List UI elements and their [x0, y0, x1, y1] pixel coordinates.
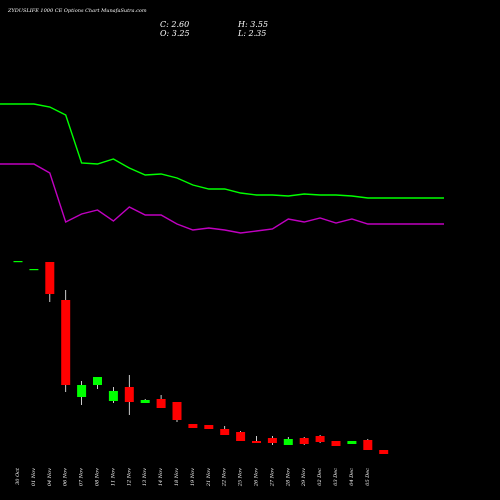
x-tick-label: 22 Nov — [222, 468, 228, 487]
candle — [172, 402, 182, 422]
candle — [379, 450, 389, 454]
candle-body — [252, 441, 261, 443]
candle-body — [204, 425, 214, 429]
candle-body — [140, 400, 150, 403]
candle-body — [77, 385, 87, 397]
candle — [267, 436, 277, 445]
x-tick-label: 04 Nov — [47, 468, 53, 486]
candle — [29, 269, 39, 271]
candle-body — [315, 436, 325, 442]
candle-body — [93, 377, 102, 385]
upper-band-line — [0, 103, 444, 199]
x-tick-label: 27 Nov — [269, 468, 275, 487]
candle-body — [29, 269, 39, 271]
x-tick-label: 07 Nov — [79, 468, 85, 486]
candle — [220, 426, 230, 435]
candles-layer — [13, 261, 389, 454]
candle-body — [13, 261, 23, 263]
x-tick-label: 05 Dec — [365, 468, 371, 486]
candle — [236, 431, 246, 441]
open-value: O: 3.25 — [160, 29, 190, 38]
candle-body — [299, 438, 309, 444]
x-tick-label: 03 Dec — [333, 468, 339, 486]
x-tick-label: 02 Dec — [317, 468, 323, 486]
bands-layer — [0, 103, 444, 234]
candle-body — [267, 438, 277, 443]
lower-band-line — [0, 163, 444, 234]
candle — [252, 436, 261, 443]
candle — [45, 262, 55, 302]
x-tick-label: 13 Nov — [142, 468, 148, 486]
x-tick-label: 08 Nov — [95, 468, 101, 486]
x-tick-label: 06 Nov — [63, 468, 69, 486]
x-tick-label: 14 Nov — [158, 468, 164, 486]
x-tick-label: 18 Nov — [174, 468, 180, 486]
candle — [299, 437, 309, 445]
candle — [140, 399, 150, 403]
candle — [61, 290, 71, 392]
candle — [331, 441, 341, 446]
x-tick-label: 21 Nov — [206, 468, 212, 487]
candle-body — [236, 432, 246, 441]
x-tick-label: 29 Nov — [301, 468, 307, 487]
candle — [156, 395, 166, 408]
candle — [363, 439, 373, 450]
close-value: C: 2.60 — [160, 20, 189, 29]
candle-body — [347, 441, 357, 444]
low-value: L: 2.35 — [237, 29, 266, 38]
candle-body — [172, 402, 182, 420]
x-tick-label: 11 Nov — [110, 468, 116, 486]
x-tick-label: 26 Nov — [254, 468, 260, 487]
x-tick-label: 04 Dec — [349, 468, 355, 486]
candle-body — [45, 262, 55, 294]
candle-body — [156, 399, 166, 408]
candle-body — [331, 441, 341, 446]
candle-body — [124, 387, 134, 402]
x-tick-label: 19 Nov — [190, 468, 196, 486]
candle — [315, 435, 325, 443]
candle — [204, 425, 214, 429]
x-tick-label: 12 Nov — [126, 468, 132, 486]
x-tick-label: 28 Nov — [285, 468, 291, 487]
candle-body — [220, 429, 230, 435]
chart-title: ZYDUSLIFE 1000 CE Options Chart MunafaSu… — [7, 8, 147, 14]
candle — [347, 441, 357, 444]
candle-body — [188, 424, 198, 428]
candle-body — [363, 440, 373, 450]
candle-body — [283, 439, 293, 445]
candle-body — [61, 300, 71, 385]
candle — [188, 424, 198, 428]
high-value: H: 3.55 — [237, 20, 268, 29]
x-tick-label: 25 Nov — [238, 468, 244, 487]
candle — [124, 375, 134, 415]
x-axis-ticks: 30 Oct 01 Nov 04 Nov 06 Nov 07 Nov 08 Nov 11 N… — [15, 467, 371, 487]
candle — [108, 387, 118, 403]
candle-body — [379, 450, 389, 454]
candle — [77, 381, 87, 405]
candle — [93, 377, 102, 389]
x-tick-label: 30 Oct — [15, 467, 21, 485]
candle — [283, 437, 293, 445]
candle — [13, 261, 23, 263]
x-tick-label: 01 Nov — [31, 468, 37, 486]
candle-body — [108, 391, 118, 401]
